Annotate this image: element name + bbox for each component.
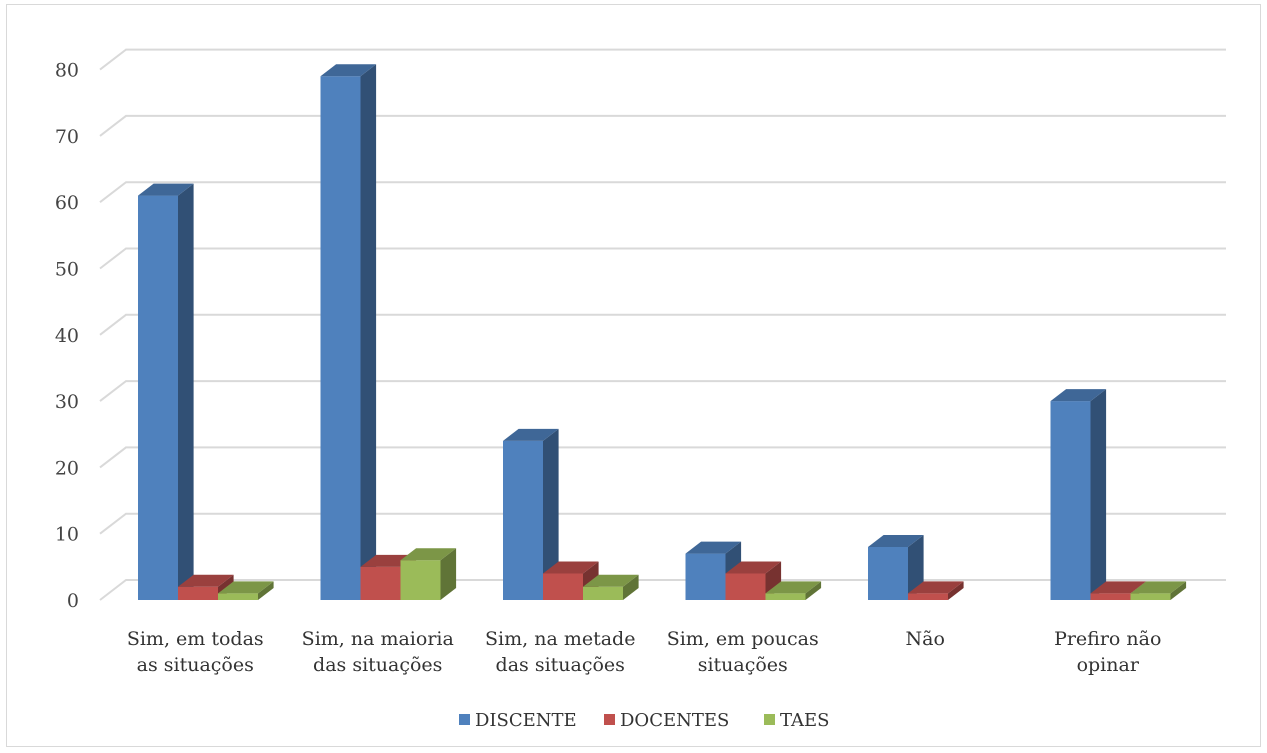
bar-side [258, 581, 274, 600]
bar-side [440, 548, 457, 600]
bar-top [685, 541, 742, 554]
bar-front [685, 553, 726, 600]
bar-taes-5 [1130, 581, 1187, 600]
y-tick-label-60: 60 [55, 192, 79, 214]
bar-taes-3 [765, 581, 822, 600]
legend-swatch-discente [459, 714, 470, 725]
bar-top [178, 574, 234, 587]
bar-top [868, 534, 924, 547]
bar-discente-5 [1050, 389, 1107, 600]
legend-label-discente: DISCENTE [475, 710, 577, 731]
y-tick-label-40: 40 [55, 325, 79, 347]
category-label-0-1: as situações [137, 654, 254, 676]
legend-label-docentes: DOCENTES [620, 710, 729, 731]
bar-top [543, 561, 599, 574]
legend-label-taes: TAES [780, 710, 830, 731]
bar-top [1050, 389, 1107, 402]
bar-front [138, 195, 178, 600]
y-tick-label-10: 10 [55, 524, 79, 546]
bar-front [400, 560, 441, 600]
bar-top [1130, 581, 1187, 594]
bars [138, 64, 1187, 601]
bar-taes-0 [218, 581, 274, 600]
bar-chart: 0 10 20 30 40 50 60 70 80 Sim, em todas as situaç… [55, 48, 1226, 731]
gridline-70 [99, 114, 1226, 137]
category-label-0-0: Sim, em todas [127, 628, 264, 650]
bar-taes-2 [583, 574, 639, 600]
bar-discente-1 [320, 64, 377, 601]
bar-front [320, 76, 361, 601]
y-tick-label-30: 30 [55, 391, 79, 413]
bar-top [725, 561, 782, 574]
y-tick-label-70: 70 [55, 126, 79, 148]
gridline-20 [99, 446, 1226, 469]
bar-top [400, 548, 457, 561]
gridline-50 [99, 247, 1226, 270]
bar-top [320, 64, 377, 77]
bar-side [623, 574, 639, 600]
gridline-80 [99, 48, 1226, 71]
y-tick-label-80: 80 [55, 60, 79, 82]
category-label-5-0: Prefiro não [1054, 628, 1161, 650]
bar-side [948, 581, 964, 600]
category-label-2-0: Sim, na metade [485, 628, 635, 650]
bar-top [583, 574, 639, 587]
bar-top [503, 428, 559, 441]
category-label-3-1: situações [698, 654, 788, 676]
bar-side [360, 64, 377, 601]
category-label-1-0: Sim, na maioria [302, 628, 454, 650]
bar-side [543, 428, 559, 600]
bar-side [805, 581, 822, 600]
bar-docentes-4 [908, 581, 964, 600]
bar-side [1090, 389, 1107, 600]
bar-discente-0 [138, 183, 194, 600]
y-tick-label-50: 50 [55, 259, 79, 281]
bar-front [218, 593, 258, 600]
bar-front [583, 586, 623, 600]
x-axis: Sim, em todas as situações Sim, na maioria… [127, 628, 1162, 676]
bar-top [765, 581, 822, 594]
bar-docentes-0 [178, 574, 234, 600]
bar-front [360, 566, 401, 600]
gridline-0 [99, 579, 1226, 601]
bar-front [1050, 401, 1091, 600]
y-axis: 0 10 20 30 40 50 60 70 80 [55, 60, 79, 612]
legend-swatch-docentes [604, 714, 615, 725]
bar-top [138, 183, 194, 196]
bar-front [503, 440, 543, 600]
category-label-3-0: Sim, em poucas [667, 628, 819, 650]
gridline-40 [99, 313, 1226, 336]
category-label-5-1: opinar [1077, 654, 1140, 676]
bar-front [765, 593, 806, 600]
bar-front [908, 593, 948, 600]
bar-discente-2 [503, 428, 559, 600]
bar-side [1170, 581, 1187, 600]
bar-top [218, 581, 274, 594]
gridline-30 [99, 380, 1226, 402]
gridline-60 [99, 181, 1226, 203]
bar-discente-4 [868, 534, 924, 600]
chart-frame: 0 10 20 30 40 50 60 70 80 Sim, em todas as situaç… [6, 4, 1261, 747]
category-label-2-1: das situações [496, 654, 625, 676]
bar-side [178, 183, 194, 600]
gridline-10 [99, 512, 1226, 535]
bar-side [908, 534, 924, 600]
bar-front [178, 586, 218, 600]
bar-top [1090, 581, 1147, 594]
bar-front [1130, 593, 1171, 600]
gridlines [99, 48, 1226, 601]
bar-taes-1 [400, 548, 457, 600]
bar-front [543, 573, 583, 600]
legend: DISCENTE DOCENTES TAES [459, 710, 830, 731]
bar-front [725, 573, 766, 600]
y-tick-label-0: 0 [67, 590, 79, 612]
category-label-1-1: das situações [313, 654, 442, 676]
legend-swatch-taes [764, 714, 775, 725]
bar-front [1090, 593, 1131, 600]
bar-top [908, 581, 964, 594]
y-tick-label-20: 20 [55, 457, 79, 479]
bar-front [868, 546, 908, 600]
category-label-4-0: Não [906, 628, 945, 650]
